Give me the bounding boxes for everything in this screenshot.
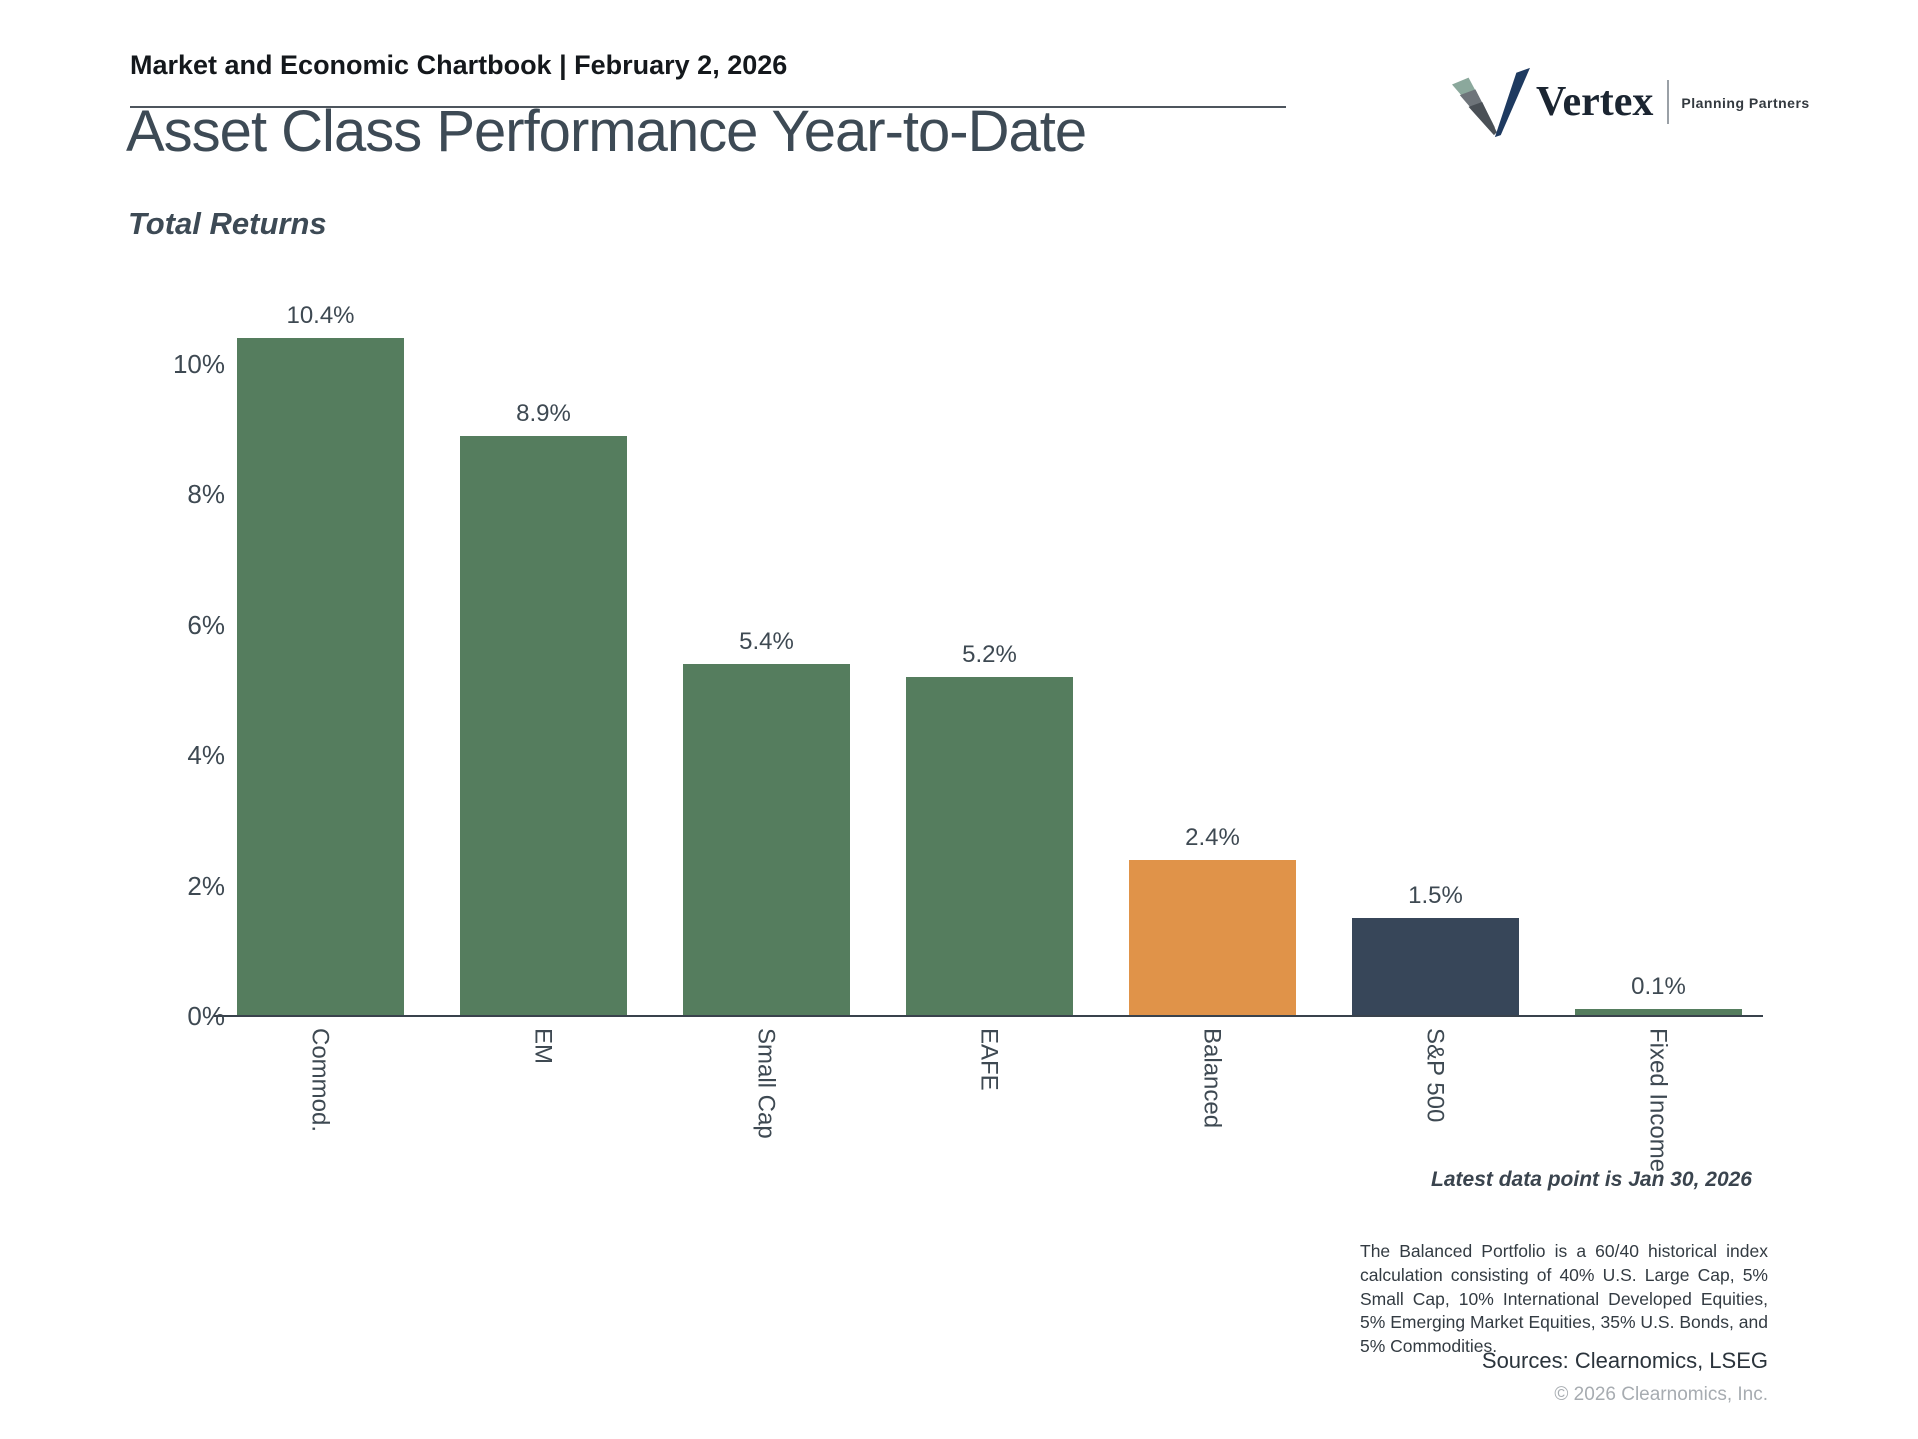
vertex-logo: Vertex Planning Partners <box>1452 66 1810 138</box>
y-axis-tick-label: 8% <box>187 479 225 510</box>
bar-s-p-500 <box>1352 918 1519 1016</box>
y-axis-tick-label: 2% <box>187 870 225 901</box>
y-axis: 0% 2% 4% 6% 8% 10% <box>128 330 225 1031</box>
bar-value-label: 5.2% <box>962 641 1017 668</box>
logo-divider <box>1667 80 1670 124</box>
plot-area: 10.4% 8.9% 5.4% 5.2% 2.4% 1.5% 0.1% <box>230 302 1763 1016</box>
x-axis-label: Balanced <box>1198 1028 1226 1129</box>
x-axis-label: Commod. <box>306 1028 334 1133</box>
bar-value-label: 1.5% <box>1408 882 1463 909</box>
bar-value-label: 5.4% <box>739 628 794 655</box>
sources-note: Sources: Clearnomics, LSEG <box>1481 1348 1768 1373</box>
vertex-swoosh-icon <box>1452 66 1530 138</box>
x-axis-line <box>214 1015 1763 1017</box>
copyright-note: © 2026 Clearnomics, Inc. <box>1554 1384 1768 1405</box>
chartbook-header: Market and Economic Chartbook | February… <box>130 50 788 80</box>
x-axis-label: Fixed Income <box>1644 1028 1672 1173</box>
x-axis-label: Small Cap <box>752 1028 780 1139</box>
bar-value-label: 0.1% <box>1631 973 1686 1000</box>
bar-value-label: 8.9% <box>516 400 571 427</box>
bar-em <box>460 436 627 1016</box>
page-title: Asset Class Performance Year-to-Date <box>126 99 1087 164</box>
bar-value-label: 10.4% <box>286 302 355 329</box>
latest-data-note: Latest data point is Jan 30, 2026 <box>1431 1168 1752 1191</box>
bar-commod- <box>237 338 404 1016</box>
balanced-portfolio-note: The Balanced Portfolio is a 60/40 histor… <box>1360 1241 1768 1357</box>
bar-balanced <box>1129 860 1296 1016</box>
logo-brand-text: Vertex <box>1536 79 1654 125</box>
y-axis-tick-label: 10% <box>172 349 225 379</box>
y-axis-tick-label: 6% <box>187 609 225 640</box>
x-axis-label: EAFE <box>975 1028 1003 1091</box>
y-axis-tick-label: 4% <box>187 740 225 771</box>
page-subtitle: Total Returns <box>128 206 327 241</box>
x-axis-label: S&P 500 <box>1421 1028 1449 1123</box>
x-axis: Commod. EM Small Cap EAFE Balanced S&P 500 Fix… <box>230 1028 1763 1198</box>
x-axis-label: EM <box>529 1028 557 1064</box>
bar-value-label: 2.4% <box>1185 824 1240 851</box>
bar-small-cap <box>683 664 850 1016</box>
logo-tagline: Planning Partners <box>1681 95 1810 111</box>
bar-fixed-income <box>1575 1009 1742 1016</box>
header-divider <box>130 106 1286 108</box>
bar-eafe <box>906 677 1073 1016</box>
